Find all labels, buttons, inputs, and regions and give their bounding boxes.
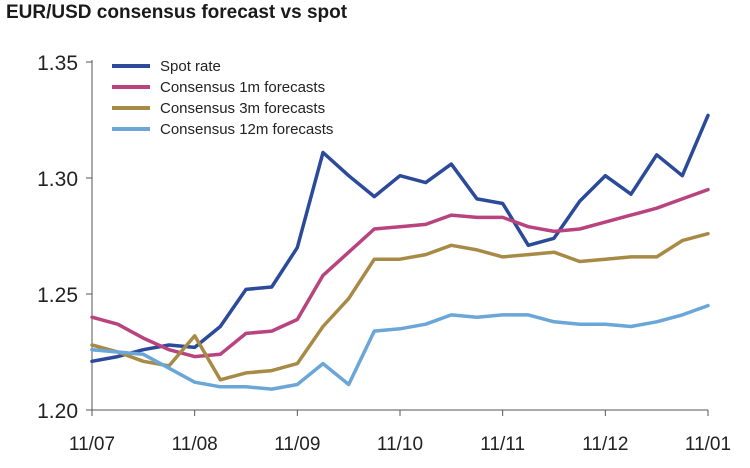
y-tick-label: 1.35	[37, 52, 78, 75]
legend-label: Consensus 12m forecasts	[160, 121, 333, 138]
series-line-consensus-12m-forecasts	[90, 303, 710, 391]
x-tick-label: 11/01	[685, 434, 731, 455]
x-tick-label: 11/11	[480, 434, 525, 455]
series-line-consensus-3m-forecasts	[90, 231, 710, 382]
y-tick-label: 1.30	[37, 168, 78, 191]
x-tick-label: 11/07	[69, 434, 115, 455]
legend-label: Consensus 3m forecasts	[160, 100, 325, 117]
y-tick-label: 1.20	[37, 400, 78, 423]
x-tick-label: 11/08	[172, 434, 218, 455]
series-line-spot-rate	[90, 113, 710, 364]
x-tick-label: 11/09	[274, 434, 320, 455]
legend-label: Consensus 1m forecasts	[160, 79, 325, 96]
series-line-consensus-1m-forecasts	[90, 187, 710, 359]
x-tick-label: 11/10	[377, 434, 423, 455]
legend-label: Spot rate	[160, 58, 221, 75]
y-tick-label: 1.25	[37, 284, 78, 307]
chart-title: EUR/USD consensus forecast vs spot	[6, 2, 348, 23]
x-tick-label: 11/12	[582, 434, 628, 455]
